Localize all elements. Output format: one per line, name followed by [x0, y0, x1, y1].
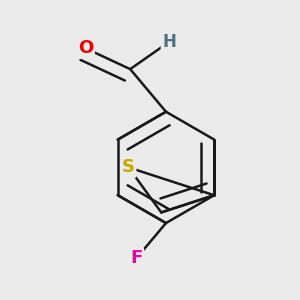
Text: H: H — [162, 33, 176, 51]
Text: S: S — [122, 158, 135, 176]
Text: O: O — [78, 39, 94, 57]
Text: F: F — [130, 249, 143, 267]
